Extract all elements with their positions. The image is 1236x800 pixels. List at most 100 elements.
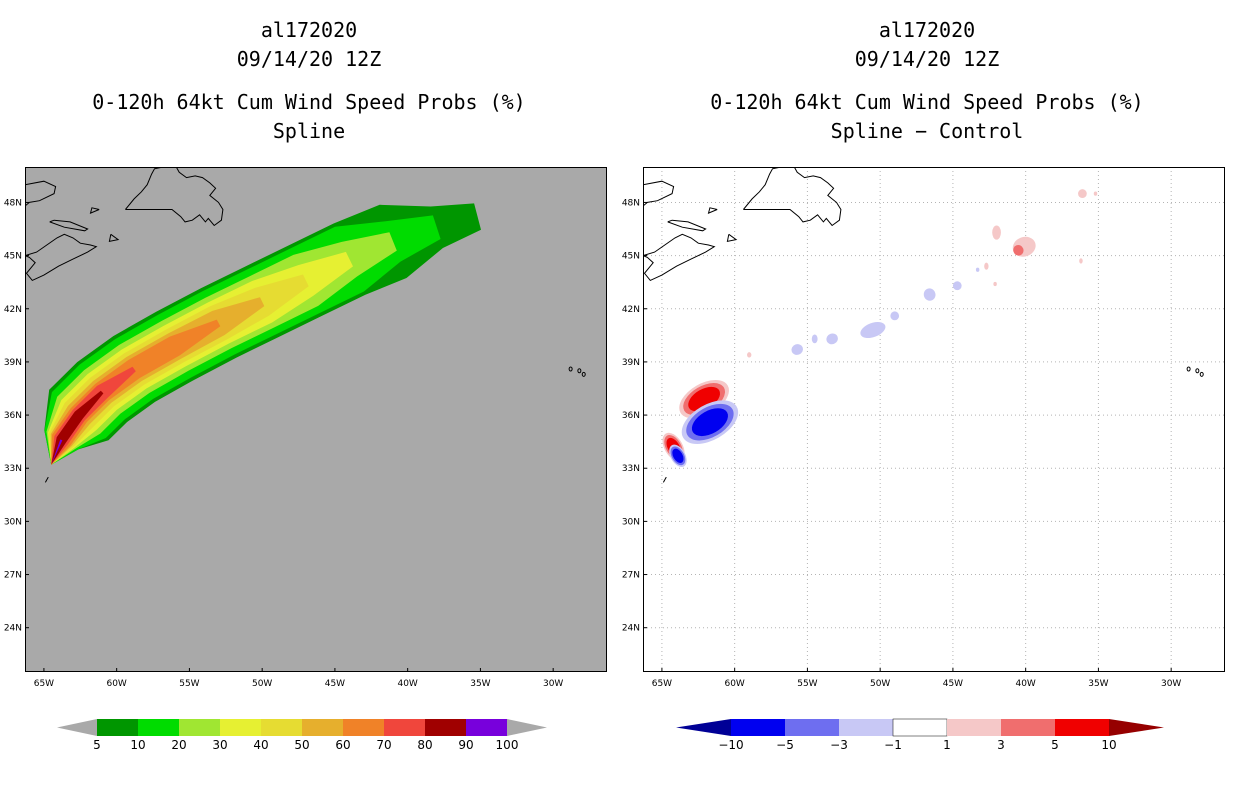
island-0 — [568, 366, 573, 372]
colorbar-label-8: 80 — [417, 738, 432, 752]
left-panel-title: al172020 09/14/20 12Z 0-120h 64kt Cum Wi… — [0, 16, 618, 146]
island-1 — [1195, 368, 1200, 374]
diff-blob — [975, 267, 980, 272]
lon-tick-30W: 30W — [1161, 679, 1181, 689]
diff-feature-6 — [811, 334, 818, 344]
lat-tick-36N: 36N — [622, 411, 640, 421]
diff-feature-2 — [681, 400, 739, 444]
lat-tick-42N: 42N — [4, 305, 22, 315]
diff-blob — [1093, 191, 1098, 196]
left-storm-id: al172020 — [260, 18, 358, 42]
colorbar-swatch-2 — [839, 719, 893, 736]
diff-level-2 — [672, 448, 684, 463]
colorbar-over — [507, 719, 547, 736]
prob-contour-50 — [50, 297, 265, 465]
lon-tick-40W: 40W — [397, 679, 417, 689]
diff-blob — [826, 333, 838, 345]
lat-tick-33N: 33N — [4, 464, 22, 474]
colorbar-swatch-5 — [1001, 719, 1055, 736]
right-panel-title: al172020 09/14/20 12Z 0-120h 64kt Cum Wi… — [618, 16, 1236, 146]
colorbar-label-6: 60 — [335, 738, 350, 752]
lat-tick-33N: 33N — [622, 464, 640, 474]
prob-contour-60 — [51, 319, 221, 465]
lon-tick-65W: 65W — [652, 679, 672, 689]
lon-tick-60W: 60W — [106, 679, 126, 689]
lon-tick-50W: 50W — [252, 679, 272, 689]
diff-blob — [923, 288, 936, 301]
diff-blob — [993, 281, 997, 287]
colorbar-label-4: 40 — [253, 738, 268, 752]
lon-tick-55W: 55W — [797, 679, 817, 689]
colorbar-swatch-3 — [220, 719, 261, 736]
diff-feature-20 — [1079, 258, 1083, 264]
diff-blob — [1078, 189, 1087, 199]
lat-tick-45N: 45N — [4, 252, 22, 262]
colorbar-swatch-7 — [384, 719, 425, 736]
colorbar-label-3: −1 — [884, 738, 902, 752]
colorbar-swatch-8 — [425, 719, 466, 736]
colorbar-label-9: 90 — [458, 738, 473, 752]
coastline-4 — [125, 167, 224, 227]
coastline-1 — [25, 233, 98, 282]
lat-tick-39N: 39N — [4, 358, 22, 368]
coastline-3 — [707, 207, 718, 214]
lat-tick-27N: 27N — [622, 571, 640, 581]
plot-frame — [25, 167, 607, 672]
colorbar-swatch-1 — [138, 719, 179, 736]
lat-tick-42N: 42N — [622, 305, 640, 315]
diff-feature-18 — [1078, 189, 1087, 199]
colorbar-label-7: 70 — [376, 738, 391, 752]
colorbar-label-4: 1 — [943, 738, 951, 752]
diff-blob — [811, 334, 818, 344]
colorbar-label-0: 5 — [93, 738, 101, 752]
lat-tick-39N: 39N — [622, 358, 640, 368]
diff-level-2 — [691, 408, 728, 437]
coastline-0 — [25, 180, 57, 207]
island-1 — [577, 368, 582, 374]
left-date: 09/14/20 12Z — [236, 47, 382, 71]
bermuda — [44, 476, 49, 483]
diff-blob — [984, 262, 989, 270]
prob-contour-70 — [51, 366, 136, 465]
diff-feature-11 — [952, 281, 962, 291]
right-colorbar: −10 −5 −3 −1 1 3 5 10 — [676, 718, 1164, 752]
colorbar-label-7: 10 — [1101, 738, 1116, 752]
diff-feature-8 — [860, 321, 886, 339]
diff-blob — [1013, 244, 1024, 256]
lon-tick-35W: 35W — [1088, 679, 1108, 689]
diff-feature-13 — [975, 267, 980, 272]
colorbar-label-2: 20 — [171, 738, 186, 752]
colorbar-swatch-6 — [343, 719, 384, 736]
colorbar-swatch-3 — [892, 718, 948, 737]
lon-tick-30W: 30W — [543, 679, 563, 689]
colorbar-label-5: 3 — [997, 738, 1005, 752]
diff-feature-3 — [669, 444, 687, 467]
lat-tick-27N: 27N — [4, 571, 22, 581]
colorbar-label-5: 50 — [294, 738, 309, 752]
colorbar-label-1: 10 — [130, 738, 145, 752]
diff-feature-10 — [923, 288, 936, 301]
diff-blob — [992, 225, 1001, 240]
lat-tick-24N: 24N — [622, 624, 640, 634]
plot-frame — [643, 167, 1225, 672]
diff-blob — [1079, 258, 1083, 264]
right-date: 09/14/20 12Z — [854, 47, 1000, 71]
diff-feature-5 — [791, 344, 803, 355]
colorbar-swatch-2 — [179, 719, 220, 736]
colorbar-label-3: 30 — [212, 738, 227, 752]
left-colorbar: 5 10 20 30 40 50 60 70 80 90 100 — [57, 719, 547, 752]
diff-blob — [952, 281, 962, 291]
coastline-1 — [643, 233, 716, 282]
colorbar-swatch-1 — [785, 719, 839, 736]
prob-contour-80 — [51, 390, 104, 465]
prob-contour-40 — [49, 274, 309, 465]
diff-blob — [791, 344, 803, 355]
lon-tick-45W: 45W — [943, 679, 963, 689]
colorbar-under — [676, 719, 731, 736]
coastline-0 — [643, 180, 675, 207]
right-storm-id: al172020 — [878, 18, 976, 42]
colorbar-label-2: −3 — [830, 738, 848, 752]
lat-tick-30N: 30N — [622, 517, 640, 527]
right-map: 48N 45N 42N 39N 36N 33N 30N 27N 24N 65W 60W 55W 50W 4… — [622, 167, 1225, 689]
